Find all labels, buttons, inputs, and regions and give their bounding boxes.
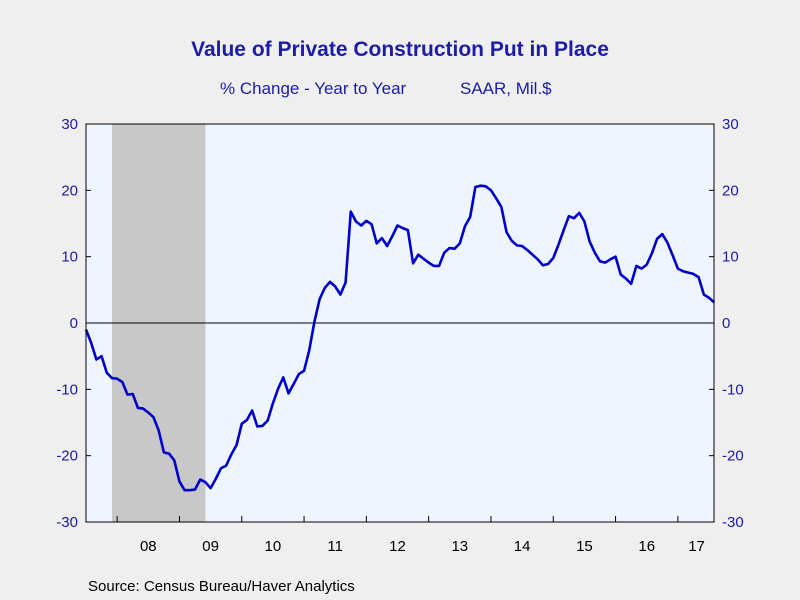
ytick-label-right: -30 (722, 514, 744, 531)
plot-frame (85, 123, 715, 523)
chart-title: Value of Private Construction Put in Pla… (191, 38, 609, 61)
ytick-label-left: 20 (61, 182, 78, 199)
xtick-label: 12 (389, 538, 406, 555)
ytick-label-right: 0 (722, 315, 730, 332)
chart-subtitle-change: % Change - Year to Year (220, 79, 407, 98)
tick-labels: 30 30 20 20 10 10 0 0 -10 -10 -20 -20 -30 -30 08 09 10 11… (56, 116, 743, 555)
xtick-label: 10 (265, 538, 282, 555)
ytick-label-right: 20 (722, 182, 739, 199)
xtick-label: 13 (451, 538, 468, 555)
ytick-label-left: -20 (56, 448, 78, 465)
ytick-label-left: -10 (56, 381, 78, 398)
ytick-label-right: -20 (722, 448, 744, 465)
xtick-label: 15 (576, 538, 593, 555)
ytick-label-left: -30 (56, 514, 78, 531)
xtick-label: 14 (514, 538, 531, 555)
xtick-label: 11 (327, 538, 343, 555)
series-line (84, 184, 716, 492)
ytick-label-right: -10 (722, 381, 744, 398)
ytick-label-right: 30 (722, 116, 739, 133)
ytick-label-left: 10 (61, 249, 78, 266)
ytick-label-left: 30 (61, 116, 78, 133)
xtick-label: 16 (638, 538, 655, 555)
chart-subtitle-units: SAAR, Mil.$ (460, 79, 552, 98)
xtick-label: 08 (140, 538, 157, 555)
ytick-label-right: 10 (722, 249, 739, 266)
chart-source: Source: Census Bureau/Haver Analytics (88, 578, 355, 595)
ytick-label-left: 0 (70, 315, 78, 332)
xtick-label: 09 (202, 538, 219, 555)
xtick-label: 17 (688, 538, 705, 555)
